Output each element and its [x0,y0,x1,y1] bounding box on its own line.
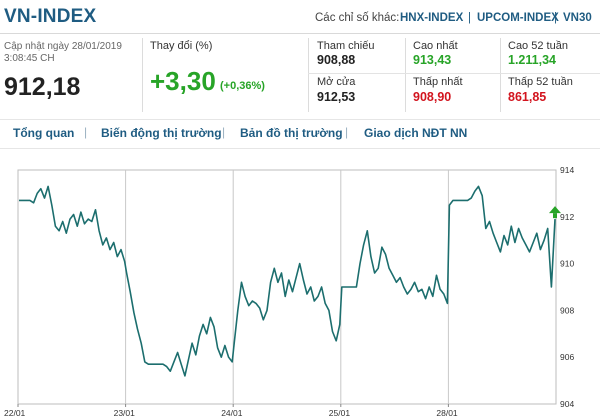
y-tick-label: 912 [560,212,574,222]
intraday-chart: 22/01 23/01 24/01 25/01 28/01 904 906 908 910 912… [4,165,574,417]
tabs-border-bottom [0,148,600,149]
tab-market-movement[interactable]: Biến động thị trường [101,126,222,140]
y-tick-label: 910 [560,259,574,269]
page-title: VN-INDEX [4,6,97,27]
row-divider [308,73,600,74]
link-vn30[interactable]: VN30 [563,12,592,24]
tab-separator: | [345,125,349,139]
other-indices-label: Các chỉ số khác: [315,12,400,24]
y-tick-label: 914 [560,165,574,175]
x-tick-label: 28/01 [436,408,458,417]
low52-label: Thấp 52 tuần [508,76,573,88]
y-tick-label: 908 [560,305,574,315]
change-label: Thay đổi (%) [150,40,213,52]
x-tick-label: 22/01 [4,408,26,417]
last-point-up-arrow-icon [549,206,561,214]
update-date: Cập nhật ngày 28/01/2019 [4,41,122,52]
tab-market-map[interactable]: Bản đồ thị trường [240,126,343,140]
high52-value: 1.211,34 [508,53,556,67]
low52-value: 861,85 [508,90,547,104]
open-label: Mở cửa [317,76,356,88]
high52-label: Cao 52 tuần [508,40,568,52]
link-hnx-index[interactable]: HNX-INDEX [400,12,464,24]
link-separator: | [468,12,471,24]
y-tick-label: 904 [560,399,574,409]
ref-value: 908,88 [317,53,356,67]
column-divider [405,38,406,112]
x-tick-label: 23/01 [114,408,136,417]
high-value: 913,43 [413,53,452,67]
tab-separator: | [222,125,226,139]
open-value: 912,53 [317,90,356,104]
low-value: 908,90 [413,90,452,104]
x-tick-label: 25/01 [329,408,351,417]
column-divider [142,38,143,112]
tabs-border-top [0,119,600,120]
ref-label: Tham chiếu [317,40,375,52]
tab-separator: | [84,125,88,139]
header-divider [0,33,600,34]
column-divider [308,38,309,112]
index-line [19,185,556,377]
link-upcom-index[interactable]: UPCOM-INDEX [477,12,559,24]
column-divider [500,38,501,112]
tab-overview[interactable]: Tổng quan [13,126,75,140]
change-percent: (+0,36%) [220,80,265,92]
low-label: Thấp nhất [413,76,463,88]
last-point-up-arrow-stem [553,213,557,219]
link-separator: | [554,12,557,24]
y-tick-label: 906 [560,352,574,362]
update-time: 3:08:45 CH [4,53,55,64]
index-value: 912,18 [4,73,81,101]
change-value: +3,30 [150,66,216,96]
plot-frame [17,169,557,405]
tab-foreign-trading[interactable]: Giao dịch NĐT NN [364,126,468,140]
high-label: Cao nhất [413,40,458,52]
x-tick-label: 24/01 [221,408,243,417]
